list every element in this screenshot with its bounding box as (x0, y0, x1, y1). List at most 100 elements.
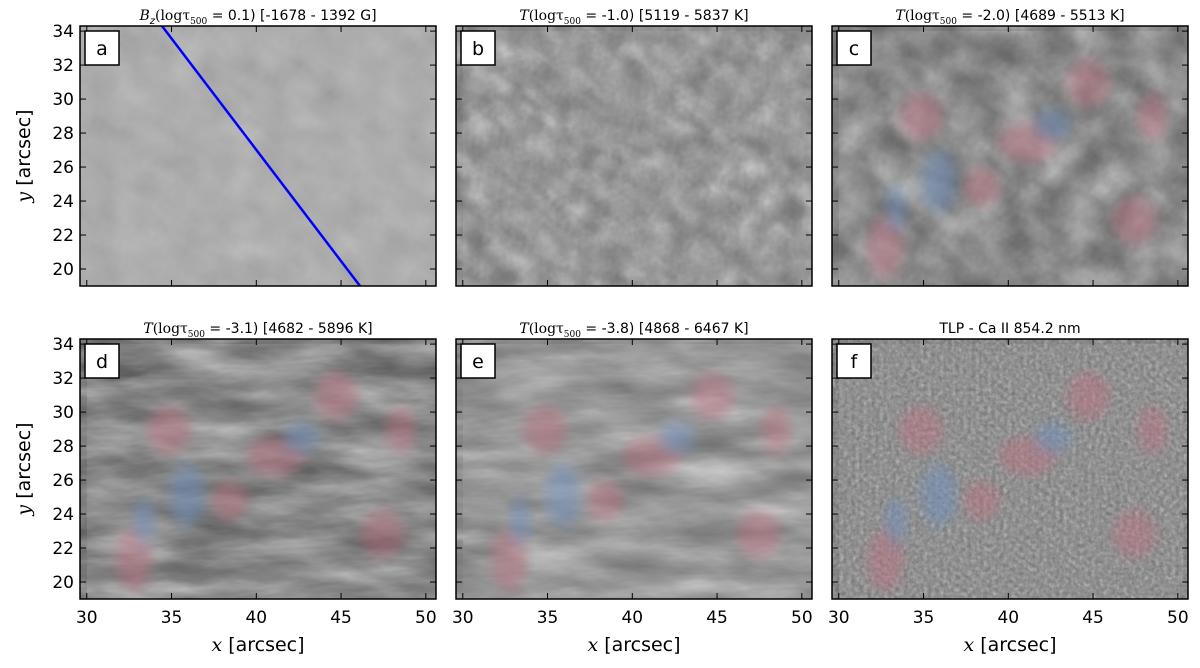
panel-title-tau-subscript: 500 (564, 330, 581, 340)
x-tick-label: 30 (452, 608, 474, 628)
panel-title-tau-subscript: 500 (188, 330, 205, 340)
polarity-pink-region (386, 406, 415, 454)
y-tick-label: 28 (52, 437, 74, 457)
x-tick-label: 35 (161, 608, 183, 628)
panel-title-text: TLP - Ca II 854.2 nm (938, 321, 1080, 337)
panel-title-quantity: T (519, 321, 530, 337)
x-tick-label: 35 (537, 608, 559, 628)
panel-title-quantity: T (143, 321, 154, 337)
panel-title-range: [4868 - 6467 K] (634, 321, 748, 337)
panel-letter-box (84, 343, 120, 379)
polarity-pink-region (115, 528, 152, 592)
panel-image (456, 26, 812, 286)
polarity-pink-region (690, 372, 734, 420)
y-tick-label: 34 (52, 335, 74, 355)
x-tick-label: 45 (706, 608, 728, 628)
y-tick-label: 20 (52, 573, 74, 593)
polarity-pink-region (867, 528, 904, 592)
panel-title: T(logτ500 = -2.0) [4689 - 5513 K] (895, 8, 1124, 27)
panel-frame (79, 338, 437, 600)
y-tick-label: 22 (52, 226, 74, 246)
panel-letter-box (460, 30, 496, 66)
panel-title-value: = 0.1) (207, 8, 255, 24)
panel-title-tau: (logτ (905, 8, 940, 24)
panel-title-tau: (logτ (529, 321, 564, 337)
y-tick-label: 28 (52, 124, 74, 144)
y-tick-label: 30 (52, 403, 74, 423)
y-tick-label: 26 (52, 158, 74, 178)
panel-title: Bz(logτ500 = 0.1) [-1678 - 1392 G] (138, 8, 376, 27)
x-axis-label: x [arcsec] (587, 634, 680, 656)
panel-letter-box (836, 30, 872, 66)
panel-image (832, 339, 1188, 599)
panel-title: T(logτ500 = -3.1) [4682 - 5896 K] (143, 321, 372, 340)
panel-title-value: = -2.0) (957, 8, 1010, 24)
panel-title-quantity: B (138, 8, 149, 24)
polarity-pink-region (963, 480, 1000, 520)
x-tick-label: 50 (1167, 608, 1189, 628)
panel-title: TLP - Ca II 854.2 nm (938, 321, 1080, 337)
polarity-pink-region (737, 510, 780, 558)
polarity-blue-region (133, 497, 155, 545)
x-tick-label: 50 (415, 608, 437, 628)
x-axis-unit: [arcsec] (598, 634, 680, 656)
panel-b: T(logτ500 = -1.0) [5119 - 5837 K] b (455, 8, 813, 287)
polarity-pink-region (1113, 197, 1156, 245)
polarity-blue-region (921, 463, 957, 527)
polarity-pink-region (491, 528, 528, 592)
y-tick-label: 26 (52, 471, 74, 491)
polarity-pink-region (1066, 372, 1110, 420)
panel-title-tau: (logτ (153, 321, 188, 337)
polarity-pink-region (1138, 93, 1167, 141)
y-axis-label: y [arcsec] (13, 109, 35, 203)
y-tick-label: 22 (52, 539, 74, 559)
panel-frame (455, 338, 813, 600)
panel-image (832, 26, 1188, 286)
polarity-blue-region (658, 422, 695, 454)
polarity-pink-region (963, 167, 1000, 207)
panel-letter: b (472, 38, 484, 60)
x-axis-unit: [arcsec] (974, 634, 1056, 656)
x-tick-label: 45 (1082, 608, 1104, 628)
polarity-pink-region (762, 406, 791, 454)
y-tick-label: 32 (52, 369, 74, 389)
polarity-pink-region (899, 93, 943, 141)
panel-title-tau-subscript: 500 (190, 17, 207, 27)
polarity-pink-region (314, 372, 358, 420)
panel-c: T(logτ500 = -2.0) [4689 - 5513 K] c (831, 8, 1189, 287)
y-axis-var: y (13, 505, 35, 517)
panel-a: 34 32 30 28 26 24 22 20 y [arcsec] Bz(logτ500 = 0… (13, 8, 437, 287)
panel-letter: e (472, 351, 484, 373)
x-tick-label: 40 (621, 608, 643, 628)
panel-texture-dark (463, 31, 812, 286)
panel-frame (455, 25, 813, 287)
polarity-pink-region (1113, 510, 1156, 558)
panel-title-tau-subscript: 500 (940, 17, 957, 27)
panel-title-tau: (logτ (155, 8, 190, 24)
panel-title-value: = -1.0) (581, 8, 634, 24)
panel-image (456, 339, 812, 599)
panel-letter-box (836, 343, 872, 379)
panel-title: T(logτ500 = -1.0) [5119 - 5837 K] (519, 8, 748, 27)
panel-title-range: [5119 - 5837 K] (634, 8, 748, 24)
x-tick-label: 30 (828, 608, 850, 628)
y-tick-label: 30 (52, 90, 74, 110)
panel-letter-box (460, 343, 496, 379)
polarity-blue-region (885, 497, 907, 545)
polarity-pink-region (361, 510, 404, 558)
polarity-blue-region (1034, 109, 1071, 141)
panel-frame (831, 25, 1189, 287)
x-tick-label: 30 (76, 608, 98, 628)
panel-frame (831, 338, 1189, 600)
x-axis-unit: [arcsec] (222, 634, 304, 656)
polarity-blue-region (169, 463, 205, 527)
slit-line (161, 26, 361, 286)
y-axis-unit: [arcsec] (13, 422, 35, 504)
panel-image (80, 26, 436, 286)
panel-letter: f (851, 351, 859, 373)
polarity-pink-region (587, 480, 624, 520)
polarity-pink-region (1138, 406, 1167, 454)
y-axis-unit: [arcsec] (13, 109, 35, 191)
polarity-blue-region (1034, 422, 1071, 454)
polarity-blue-region (545, 463, 581, 527)
